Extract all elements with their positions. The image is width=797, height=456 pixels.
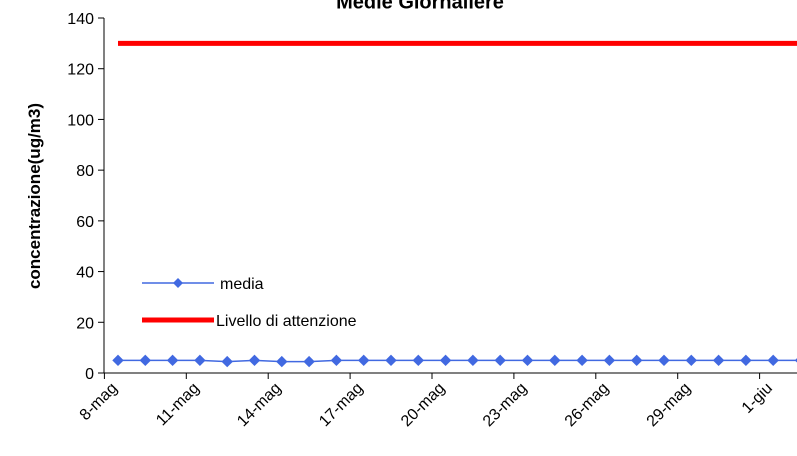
x-tick-label: 11-mag <box>153 380 203 430</box>
series-layer <box>112 40 797 368</box>
series-media-point <box>166 354 179 367</box>
series-media-point <box>248 354 261 367</box>
y-tick-label: 120 <box>67 62 94 79</box>
legend-media-marker <box>173 278 183 288</box>
series-media-point <box>467 354 479 367</box>
x-tick-label: 26-mag <box>562 380 612 430</box>
x-tick-label: 14-mag <box>234 380 284 430</box>
x-tick-label: 20-mag <box>398 380 448 430</box>
legend: media Livello di attenzione <box>142 276 357 330</box>
series-media-point <box>303 355 315 368</box>
series-media-point <box>767 354 779 367</box>
series-media-point <box>439 354 452 367</box>
x-tick-label: 23-mag <box>480 380 530 430</box>
series-media-point <box>740 354 752 367</box>
y-tick-label: 0 <box>85 366 94 383</box>
series-media-point <box>630 354 643 367</box>
x-tick-label: 8-mag <box>77 380 121 424</box>
series-media-point <box>139 354 152 367</box>
series-media-point <box>494 354 506 367</box>
x-tick-label: 1-giu <box>739 380 776 417</box>
series-media-point <box>603 354 616 367</box>
series-media-point <box>221 355 233 368</box>
series-media-point <box>685 354 698 367</box>
y-tick-label: 40 <box>76 265 94 282</box>
series-media-point <box>330 354 343 367</box>
series-media-point <box>549 354 561 367</box>
series-media-point <box>576 354 588 367</box>
y-tick-label: 60 <box>76 214 94 231</box>
series-media-point <box>112 354 124 367</box>
series-media-point <box>357 354 370 367</box>
y-tick-label: 20 <box>76 315 94 332</box>
series-media-point <box>521 354 534 367</box>
y-tick-label: 80 <box>76 163 94 180</box>
axes: 0 20 40 60 80 100 120 140 8-mag 11-mag 14-mag 17-ma… <box>67 11 797 430</box>
legend-livello-label: Livello di attenzione <box>216 313 357 330</box>
x-tick-label: 29-mag <box>644 380 694 430</box>
series-media-point <box>412 354 425 367</box>
series-media-point <box>712 354 725 367</box>
series-media-point <box>385 354 397 367</box>
series-media-point <box>276 355 288 368</box>
legend-media-label: media <box>220 276 264 293</box>
chart-title: Medie Giornaliere <box>336 0 504 13</box>
y-tick-label: 100 <box>67 112 94 129</box>
x-tick-label: 17-mag <box>316 380 366 430</box>
series-media-point <box>658 354 670 367</box>
y-tick-label: 140 <box>67 11 94 28</box>
series-media-point <box>194 354 206 367</box>
y-axis-label: concentrazione(ug/m3) <box>25 103 44 289</box>
